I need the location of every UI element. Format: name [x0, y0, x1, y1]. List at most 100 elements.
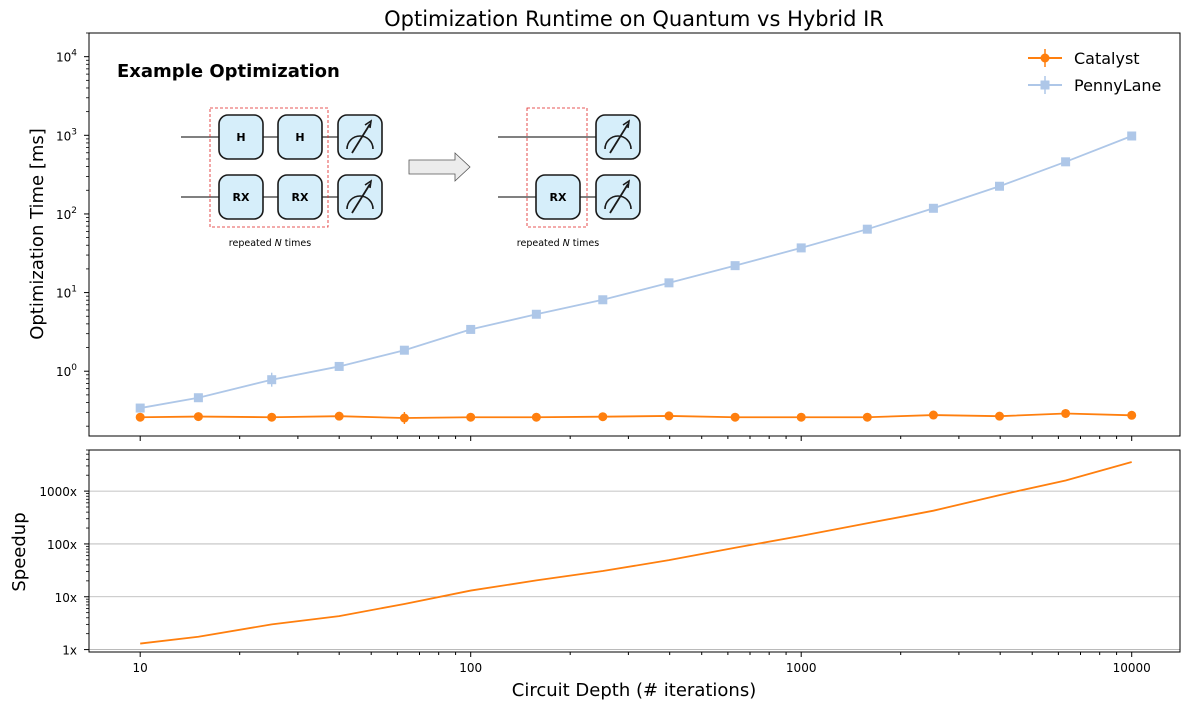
circuit-before: H H RX RX [181, 107, 383, 249]
y-tick-base: 10 [56, 51, 71, 65]
y-tick-label: 101 [56, 285, 77, 301]
data-point-catalyst [1061, 408, 1071, 418]
bottom-y-axis-label: Speedup [9, 512, 30, 591]
measure-icon [595, 114, 641, 160]
data-point-pennylane [862, 224, 872, 234]
y-tick-exponent: 1 [71, 285, 77, 295]
y-tick-label: 103 [56, 127, 77, 143]
y-tick-exponent: 2 [71, 206, 77, 216]
gate-label: RX [292, 191, 309, 204]
y-tick-label: 100 [56, 363, 77, 379]
y-tick-label: 104 [56, 49, 77, 65]
data-point-pennylane [1127, 131, 1137, 141]
bottom-grid [89, 490, 1180, 650]
data-point-catalyst [730, 412, 740, 422]
y-tick-label: 1000x [39, 485, 77, 499]
x-tick-label: 10000 [1113, 661, 1151, 675]
y-tick-label: 102 [56, 206, 77, 222]
y-tick-base: 10 [56, 208, 71, 222]
data-point-catalyst [862, 412, 872, 422]
gate-box [277, 174, 323, 220]
measure-icon [337, 114, 383, 160]
data-point-catalyst [1127, 410, 1137, 420]
data-point-pennylane [1061, 157, 1071, 167]
gate-h: H [218, 114, 264, 160]
repeat-caption: repeated N times [517, 238, 599, 249]
y-tick-base: 10 [56, 365, 71, 379]
data-point-catalyst [598, 412, 608, 422]
legend-label-pennylane: PennyLane [1074, 76, 1161, 95]
data-point-pennylane [664, 278, 674, 288]
data-point-catalyst [267, 412, 277, 422]
data-point-pennylane [531, 309, 541, 319]
gate-h: H [277, 114, 323, 160]
legend-marker-pennylane [1040, 80, 1050, 90]
legend-marker-catalyst [1040, 53, 1050, 63]
gate-rx: RX [218, 174, 264, 220]
measure-icon [595, 174, 641, 220]
data-point-catalyst [135, 412, 145, 422]
data-point-pennylane [334, 361, 344, 371]
top-plot-frame [88, 32, 1181, 437]
chart-title: Optimization Runtime on Quantum vs Hybri… [384, 7, 884, 31]
gate-label: H [236, 131, 245, 144]
data-point-catalyst [399, 413, 409, 423]
data-point-pennylane [598, 295, 608, 305]
gate-box [218, 174, 264, 220]
data-point-catalyst [334, 411, 344, 421]
legend: Catalyst PennyLane [1028, 49, 1161, 95]
top-y-axis-label: Optimization Time [ms] [27, 128, 48, 340]
gate-label: RX [550, 191, 567, 204]
circuit-after: RX repeated N times [498, 107, 641, 249]
legend-item-pennylane: PennyLane [1028, 76, 1161, 95]
y-tick-label: 1x [62, 644, 77, 658]
measure-icon [337, 174, 383, 220]
y-tick-exponent: 3 [71, 127, 77, 137]
data-point-pennylane [193, 393, 203, 403]
gate-label: RX [233, 191, 250, 204]
data-point-pennylane [730, 261, 740, 271]
series-line-pennylane [140, 135, 1133, 409]
data-point-catalyst [466, 412, 476, 422]
x-tick-label: 10 [133, 661, 148, 675]
data-point-pennylane [466, 324, 476, 334]
gate-box [218, 114, 264, 160]
bottom-x-axis-ticks: 10 100 1000 10000 [133, 652, 1151, 675]
data-point-catalyst [531, 412, 541, 422]
data-point-pennylane [135, 403, 145, 413]
top-series-group [135, 131, 1137, 425]
y-tick-base: 10 [56, 129, 71, 143]
legend-label-catalyst: Catalyst [1074, 49, 1140, 68]
bottom-plot-frame [88, 449, 1181, 653]
data-point-catalyst [796, 412, 806, 422]
gate-box [277, 114, 323, 160]
series-line-catalyst [140, 412, 1132, 419]
y-tick-exponent: 4 [71, 49, 77, 59]
gate-rx: RX [277, 174, 323, 220]
bottom-y-axis-ticks: 1x 10x 100x 1000x [39, 449, 89, 658]
gate-label: H [295, 131, 304, 144]
x-tick-label: 1000 [786, 661, 817, 675]
x-axis-label: Circuit Depth (# iterations) [512, 680, 756, 701]
repeat-box [526, 107, 588, 228]
x-tick-label: 100 [459, 661, 482, 675]
inset-title: Example Optimization [117, 61, 340, 82]
y-tick-exponent: 0 [71, 363, 77, 373]
top-x-axis-ticks [139, 436, 1133, 441]
data-point-pennylane [995, 181, 1005, 191]
data-point-pennylane [928, 203, 938, 213]
repeat-caption: repeated N times [229, 238, 311, 249]
data-point-catalyst [664, 411, 674, 421]
data-point-catalyst [928, 410, 938, 420]
legend-item-catalyst: Catalyst [1028, 49, 1140, 68]
inset-example: Example Optimization H H RX RX [117, 61, 641, 249]
y-tick-label: 10x [55, 591, 77, 605]
gate-rx: RX [535, 174, 581, 220]
y-tick-base: 10 [56, 287, 71, 301]
data-point-pennylane [399, 345, 409, 355]
gate-box [535, 174, 581, 220]
y-tick-label: 100x [47, 538, 77, 552]
data-point-catalyst [995, 411, 1005, 421]
